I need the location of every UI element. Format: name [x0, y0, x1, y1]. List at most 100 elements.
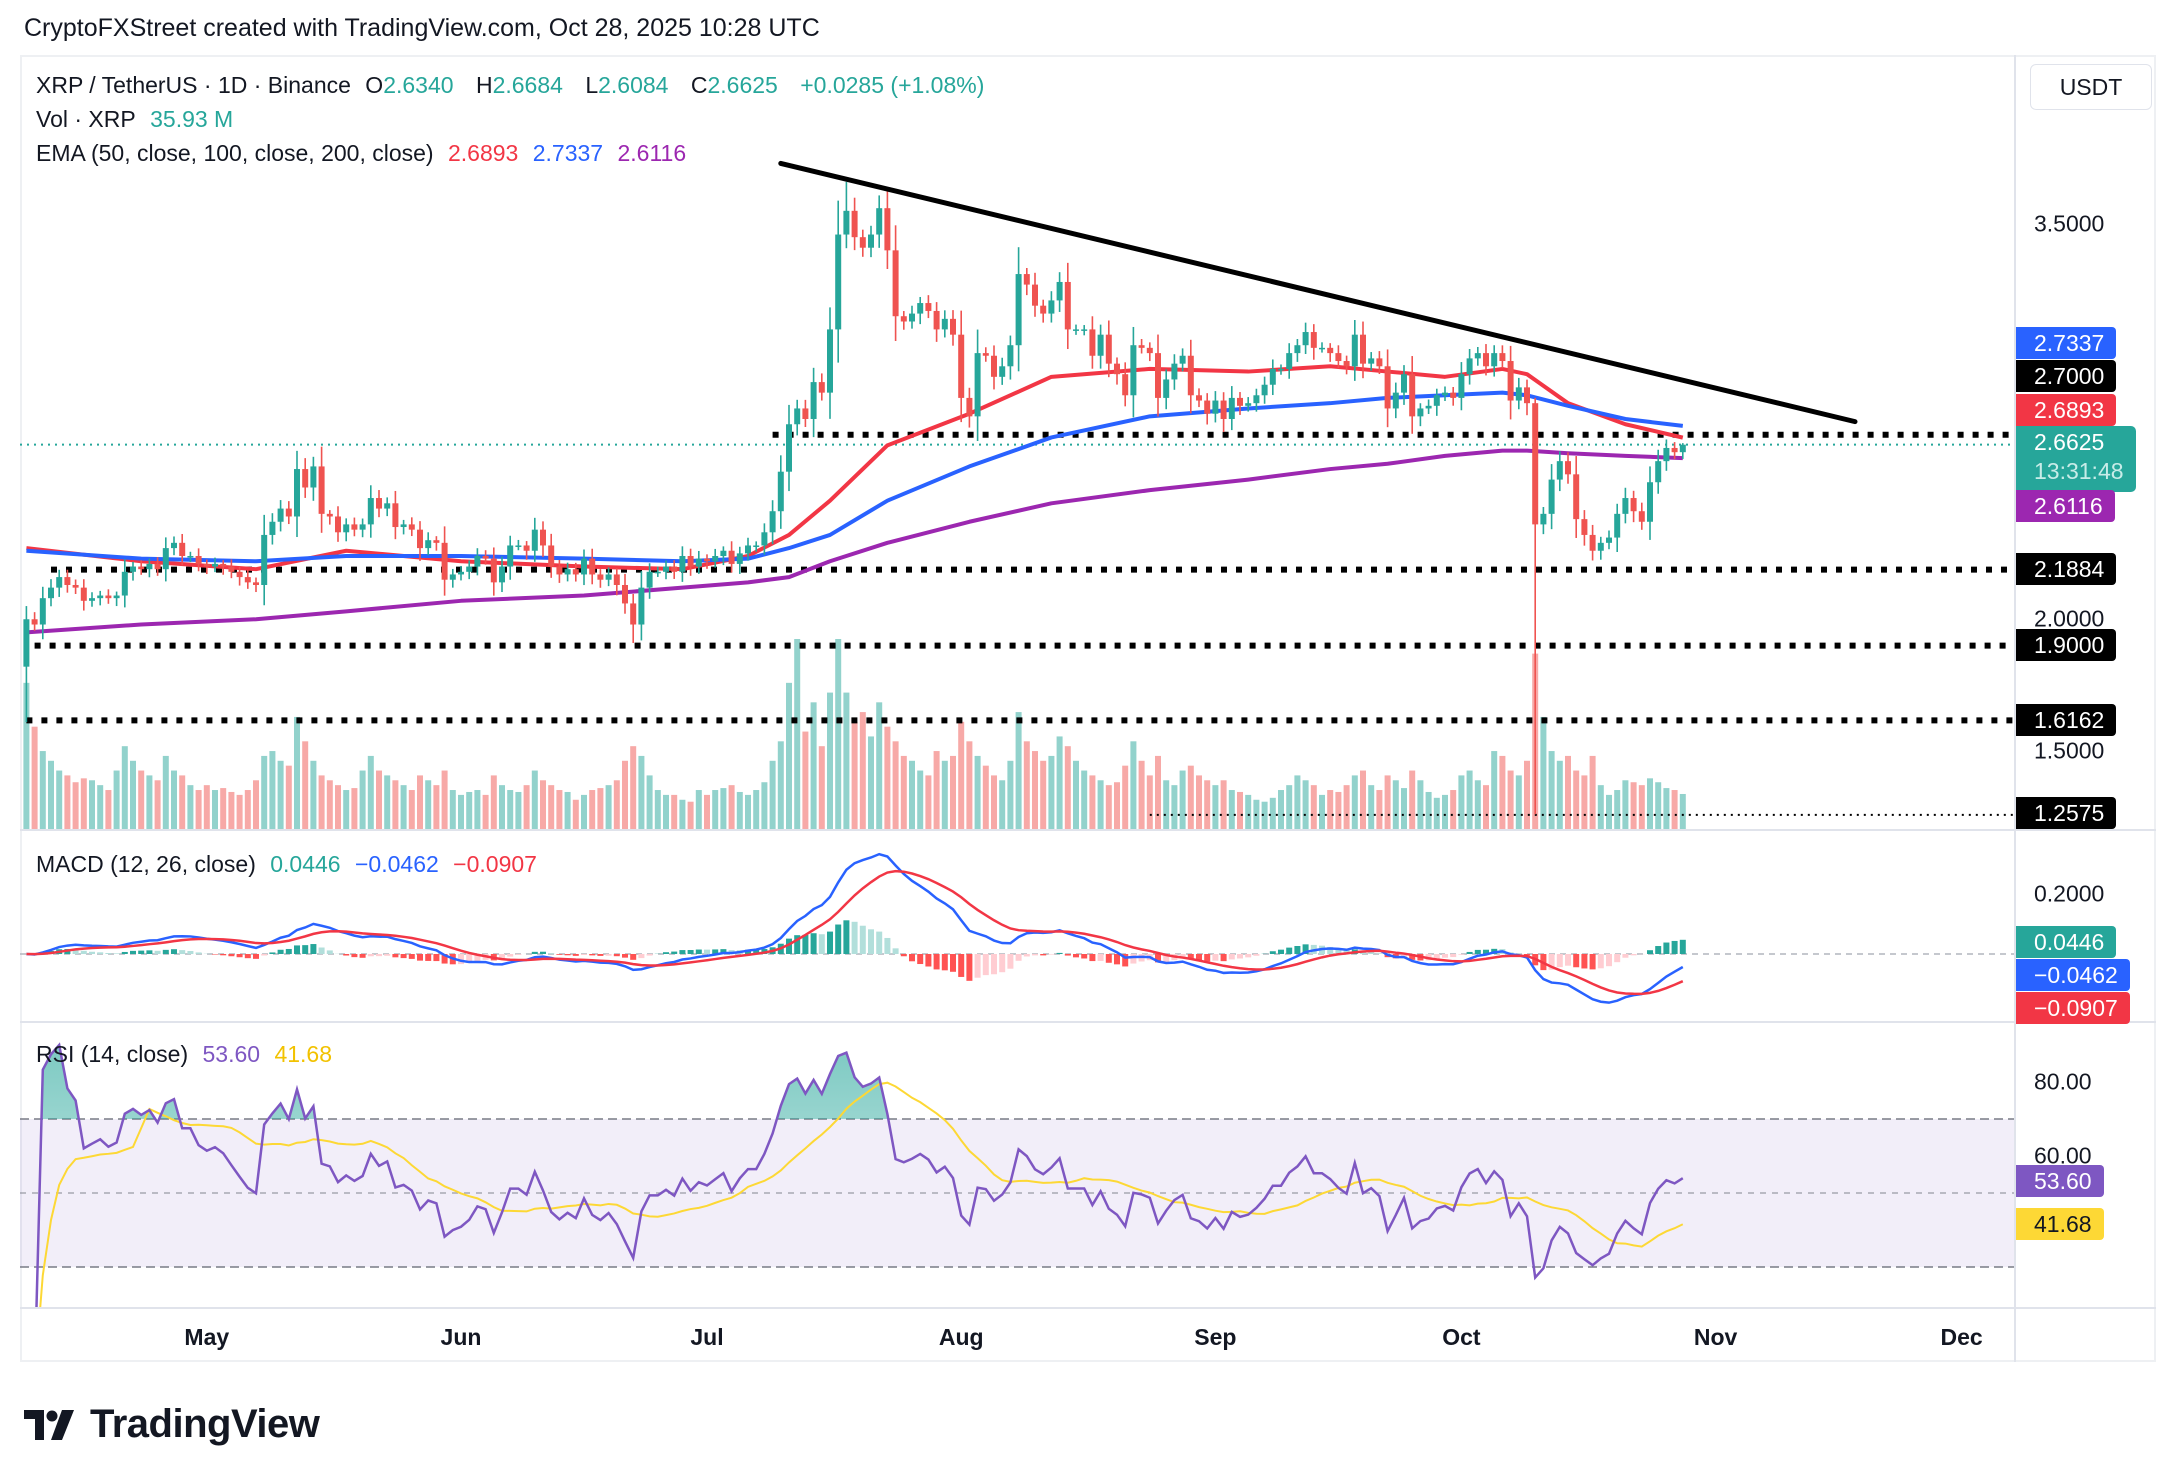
volume-bar: [1261, 801, 1268, 829]
volume-bar: [925, 775, 932, 829]
candle: [121, 559, 128, 608]
volume-bar: [687, 801, 694, 829]
tradingview-logo[interactable]: TradingView: [24, 1402, 320, 1447]
volume-bar: [1417, 780, 1424, 829]
candle: [859, 229, 866, 257]
volume-bar: [1327, 790, 1334, 829]
candle-body: [458, 571, 464, 575]
candle-body: [909, 313, 915, 322]
macd-histogram-bar: [753, 949, 760, 954]
symbol-title[interactable]: XRP / TetherUS · 1D · Binance: [36, 72, 351, 98]
candle: [933, 302, 940, 342]
candle: [1294, 339, 1301, 362]
volume-bar: [843, 692, 850, 829]
price-pane[interactable]: [20, 160, 2014, 829]
volume-bar: [1097, 780, 1104, 829]
rsi-legend[interactable]: RSI (14, close) 53.60 41.68: [36, 1041, 340, 1068]
macd-histogram-bar: [326, 950, 333, 954]
volume-bar: [1319, 794, 1325, 829]
symbol-legend[interactable]: XRP / TetherUS · 1D · Binance O2.6340 H2…: [36, 72, 992, 99]
candle: [999, 357, 1006, 385]
candle: [80, 579, 87, 611]
candle-body: [1335, 353, 1342, 362]
ema-legend[interactable]: EMA (50, close, 100, close, 200, close) …: [36, 140, 694, 167]
macd-pane[interactable]: [20, 852, 2014, 1004]
volume-bar: [1507, 770, 1514, 829]
candle: [966, 387, 973, 428]
macd-histogram-bar: [1114, 954, 1120, 965]
volume-bar: [171, 770, 177, 829]
volume-bar: [56, 770, 63, 829]
macd-line-tag: −0.0462: [2016, 959, 2130, 991]
volume-legend[interactable]: Vol · XRP 35.93 M: [36, 106, 241, 133]
candle-body: [1540, 513, 1547, 525]
macd-histogram-bar: [1179, 954, 1186, 959]
volume-bar: [220, 788, 227, 829]
candle-body: [1155, 353, 1161, 398]
macd-histogram-bar: [1663, 942, 1670, 954]
macd-histogram-bar: [540, 951, 546, 954]
macd-histogram-bar: [966, 954, 973, 981]
candle-body: [1081, 329, 1088, 331]
macd-histogram-bar: [589, 954, 596, 956]
candle: [1327, 343, 1334, 362]
volume-bar: [23, 682, 30, 829]
volume-bar: [1671, 790, 1678, 829]
candle: [458, 565, 464, 581]
volume-label: Vol · XRP: [36, 106, 136, 132]
volume-bar: [154, 780, 161, 829]
candle-body: [736, 553, 743, 564]
candle-body: [310, 466, 317, 488]
candle-body: [1556, 461, 1563, 480]
volume-bar: [318, 775, 325, 829]
volume-bar: [1409, 770, 1416, 829]
volume-bar: [1442, 794, 1448, 829]
volume-bar: [1614, 790, 1621, 829]
volume-bar: [376, 770, 382, 829]
macd-histogram-bar: [1105, 954, 1112, 963]
candle-body: [1368, 358, 1375, 364]
candle-body: [876, 208, 883, 235]
macd-histogram-bar: [876, 931, 883, 954]
macd-histogram-bar: [318, 947, 325, 954]
rsi-pane[interactable]: [20, 1042, 2014, 1378]
volume-bar: [400, 785, 407, 829]
candle-body: [146, 563, 153, 570]
candle: [1474, 346, 1481, 366]
candle-body: [892, 250, 899, 317]
volume-bar: [392, 780, 399, 829]
candle: [31, 612, 38, 631]
volume-bar: [1597, 785, 1604, 829]
candle: [1466, 348, 1473, 385]
candle: [1253, 388, 1260, 412]
candle-body: [859, 237, 866, 248]
volume-bar: [474, 790, 481, 829]
macd-legend[interactable]: MACD (12, 26, close) 0.0446 −0.0462 −0.0…: [36, 851, 545, 878]
macd-histogram-bar: [671, 951, 678, 954]
candle: [1548, 464, 1555, 530]
macd-histogram-bar: [294, 945, 300, 954]
candle: [482, 550, 489, 565]
volume-bar: [851, 721, 858, 829]
candle-body: [64, 577, 71, 585]
volume-bar: [1310, 785, 1317, 829]
macd-histogram-bar: [97, 952, 104, 954]
macd-histogram-bar: [1368, 952, 1375, 954]
candle: [1540, 506, 1547, 535]
candle-body: [728, 550, 735, 564]
candle-body: [1606, 537, 1612, 543]
candle: [1409, 356, 1416, 434]
macd-histogram-bar: [1376, 953, 1383, 954]
pane-divider-macd[interactable]: [20, 829, 2156, 831]
macd-histogram-bar: [564, 954, 571, 956]
macd-histogram-bar: [236, 954, 243, 958]
volume-bar: [1130, 741, 1137, 829]
pane-divider-rsi[interactable]: [20, 1021, 2156, 1023]
candle: [613, 568, 620, 596]
candle: [564, 562, 571, 582]
macd-histogram-bar: [1056, 952, 1063, 954]
volume-bar: [859, 712, 866, 829]
candle: [1401, 365, 1407, 405]
currency-button[interactable]: USDT: [2030, 64, 2152, 110]
